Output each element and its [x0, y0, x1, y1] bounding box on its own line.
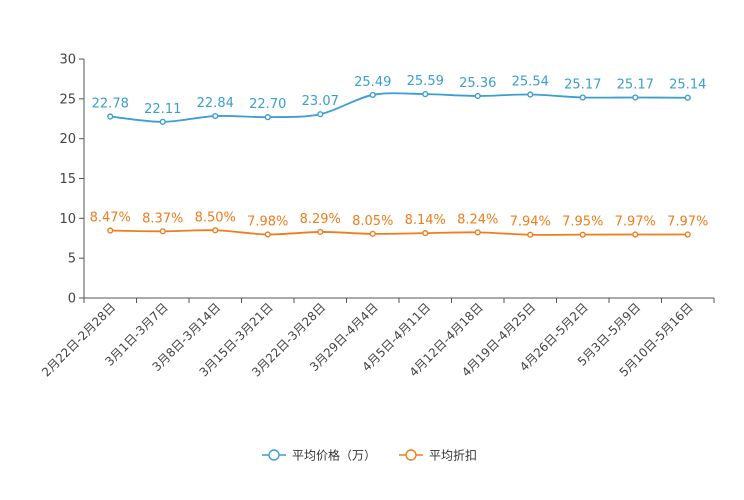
data-label: 8.24%	[457, 212, 498, 227]
series-line-1	[110, 229, 688, 236]
data-label: 8.37%	[142, 211, 183, 226]
data-point	[159, 228, 166, 235]
legend-label: 平均价格（万）	[292, 448, 376, 463]
data-label: 8.14%	[405, 213, 446, 228]
series-line-0	[110, 92, 688, 123]
data-label: 7.97%	[667, 215, 708, 230]
y-tick-label: 30	[59, 53, 76, 68]
data-label: 8.47%	[90, 211, 131, 226]
y-tick-label: 25	[59, 92, 76, 107]
data-point	[264, 114, 271, 121]
data-label: 22.11	[144, 102, 181, 117]
legend-label: 平均折扣	[429, 448, 477, 463]
y-tick-label: 5	[68, 252, 76, 267]
legend-marker	[268, 449, 280, 461]
data-point	[422, 91, 429, 98]
data-point	[474, 92, 481, 100]
data-label: 23.07	[302, 94, 339, 109]
data-point	[107, 227, 114, 234]
data-point	[107, 113, 114, 120]
legend-marker	[405, 449, 417, 461]
data-point	[632, 231, 639, 238]
data-label: 22.78	[92, 97, 129, 112]
data-label: 25.17	[617, 77, 654, 92]
data-label: 7.98%	[247, 214, 288, 229]
data-label: 7.97%	[615, 215, 656, 230]
data-point	[369, 91, 376, 99]
data-point	[684, 231, 691, 238]
data-point	[264, 231, 271, 238]
data-label: 25.49	[354, 75, 391, 90]
y-tick-label: 20	[59, 132, 76, 147]
data-point	[212, 112, 219, 120]
data-point	[422, 230, 429, 237]
y-tick-label: 15	[59, 172, 76, 187]
data-point	[527, 91, 534, 98]
data-point	[684, 94, 691, 101]
data-point	[474, 229, 481, 236]
data-label: 8.29%	[300, 212, 341, 227]
data-label: 22.70	[249, 97, 286, 112]
data-point	[159, 118, 166, 125]
data-label: 25.59	[407, 74, 444, 89]
data-label: 25.36	[459, 76, 496, 91]
data-point	[369, 230, 376, 237]
data-label: 25.17	[564, 77, 601, 92]
data-label: 22.84	[197, 96, 234, 111]
data-label: 25.54	[512, 75, 549, 90]
data-label: 7.94%	[510, 215, 551, 230]
data-label: 7.95%	[562, 215, 603, 230]
data-point	[212, 227, 219, 234]
data-point	[317, 228, 324, 236]
data-point	[579, 94, 586, 101]
data-point	[527, 231, 534, 238]
data-label: 25.14	[669, 78, 706, 93]
data-point	[632, 94, 639, 101]
y-tick-label: 10	[59, 212, 76, 227]
data-label: 8.50%	[195, 210, 236, 225]
y-tick-label: 0	[68, 292, 76, 307]
data-point	[317, 111, 324, 118]
data-point	[579, 231, 586, 238]
x-tick-label: 2月22日-2月28日	[39, 300, 118, 379]
data-label: 8.05%	[352, 214, 393, 229]
